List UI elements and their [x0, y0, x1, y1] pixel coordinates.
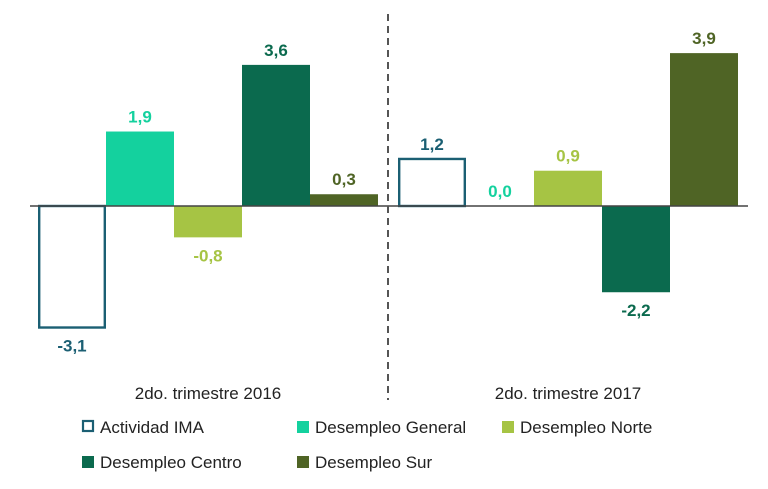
legend-swatch: [81, 419, 95, 433]
data-label: -0,8: [193, 246, 222, 265]
legend-swatch: [82, 456, 94, 468]
legend-swatch: [297, 456, 309, 468]
bar-desempleo-centro: [242, 64, 310, 206]
bar-desempleo-norte: [174, 206, 242, 238]
bar-desempleo-sur: [310, 194, 378, 206]
legend-label: Desempleo Centro: [100, 453, 242, 472]
data-label: 3,6: [264, 41, 288, 60]
legend-label: Desempleo General: [315, 418, 466, 437]
data-label: 1,9: [128, 108, 152, 127]
bar-desempleo-general: [106, 131, 174, 206]
data-label: 3,9: [692, 29, 716, 48]
bar-actividad-ima: [398, 157, 467, 208]
legend-swatch: [297, 421, 309, 433]
bar-actividad-ima: [38, 204, 106, 329]
data-label: -3,1: [57, 337, 86, 356]
legend-swatch: [502, 421, 514, 433]
category-label: 2do. trimestre 2017: [495, 384, 641, 403]
data-label: 0,0: [488, 182, 512, 201]
legend-label: Desempleo Norte: [520, 418, 652, 437]
bar-desempleo-norte: [534, 170, 602, 206]
legend-label: Actividad IMA: [100, 418, 205, 437]
data-label: 0,3: [332, 170, 356, 189]
data-label: -2,2: [621, 301, 650, 320]
bar-desempleo-sur: [670, 53, 738, 207]
legend-label: Desempleo Sur: [315, 453, 433, 472]
data-label: 0,9: [556, 147, 580, 166]
bar-desempleo-centro: [602, 206, 670, 293]
data-label: 1,2: [420, 135, 444, 154]
category-label: 2do. trimestre 2016: [135, 384, 281, 403]
